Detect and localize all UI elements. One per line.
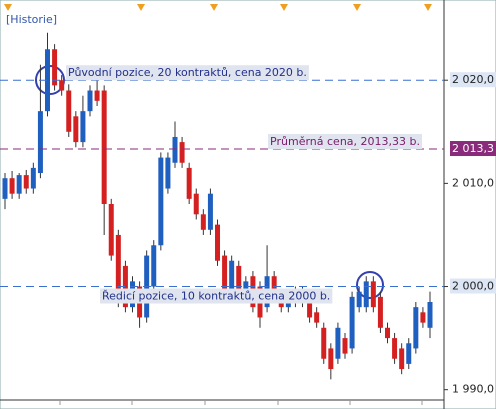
candle-body (271, 276, 277, 292)
candle-body (363, 281, 369, 308)
candle-body (200, 214, 206, 230)
candle-body (236, 265, 242, 297)
candle-body (222, 255, 228, 292)
candle-body (80, 111, 86, 143)
candle-body (16, 175, 22, 194)
candle-body (179, 142, 185, 163)
top-markers (4, 4, 432, 11)
candle-body (101, 90, 107, 204)
candle-body (342, 338, 348, 354)
candle-body (321, 327, 327, 359)
candle-body (307, 296, 313, 318)
level-axis-label: 2 000,0 (452, 280, 494, 293)
candle-body (9, 178, 15, 194)
annotation: Průměrná cena, 2013,33 b. (270, 135, 420, 148)
candle-body (215, 224, 220, 261)
level-axis-label-box (450, 278, 496, 294)
annotation: Ředicí pozice, 10 kontraktů, cena 2000 b… (102, 290, 330, 303)
candle-body (108, 204, 114, 256)
level-axis-label: 2 013,3 (452, 142, 494, 155)
candle-body (328, 348, 334, 370)
candle-body (207, 193, 213, 230)
candle-body (335, 327, 341, 359)
candle-body (413, 307, 419, 349)
candle-body (158, 157, 164, 246)
level-axis-label-box (450, 72, 496, 88)
candle-body (45, 49, 50, 112)
candle-body (37, 111, 43, 174)
candle-body (385, 327, 390, 339)
candle-body (2, 178, 8, 199)
annotation-box (66, 65, 309, 81)
candle-body (356, 291, 362, 308)
candle-body (73, 116, 79, 143)
history-tag: [Historie] (6, 13, 57, 26)
candle-body (349, 296, 355, 349)
annotation: Původní pozice, 20 kontraktů, cena 2020 … (68, 66, 307, 79)
candle-body (370, 281, 376, 308)
candle-body (115, 234, 121, 302)
candle-body (229, 260, 235, 292)
candle-body (377, 296, 383, 328)
candle-body (392, 338, 398, 359)
annotation-box (268, 134, 422, 150)
x-ticks (59, 400, 423, 405)
highlight-circle (356, 271, 384, 299)
candle-body (30, 167, 36, 189)
level-axis-label: 2 020,0 (452, 73, 494, 86)
candle-body (193, 193, 199, 215)
annotation-box (100, 288, 333, 304)
candle-body (87, 90, 93, 112)
y-tick-label: 2 010,0 (452, 176, 494, 189)
candle-body (165, 157, 171, 189)
candle-body (406, 343, 412, 364)
candle-body (314, 312, 320, 323)
candle-body (122, 265, 128, 308)
level-axis-label-box (450, 141, 496, 157)
candle-body (420, 312, 426, 323)
candle-body (23, 175, 29, 189)
candle-body (151, 245, 157, 287)
candle-body (172, 136, 178, 163)
candle-body (399, 348, 405, 370)
candle-body (59, 80, 65, 91)
candle-body (52, 49, 58, 86)
candle-body (427, 302, 433, 328)
candle-body (66, 90, 72, 132)
candle-body (186, 167, 192, 199)
candle-body (94, 90, 100, 101)
y-tick-label: 1 990,0 (452, 383, 494, 396)
